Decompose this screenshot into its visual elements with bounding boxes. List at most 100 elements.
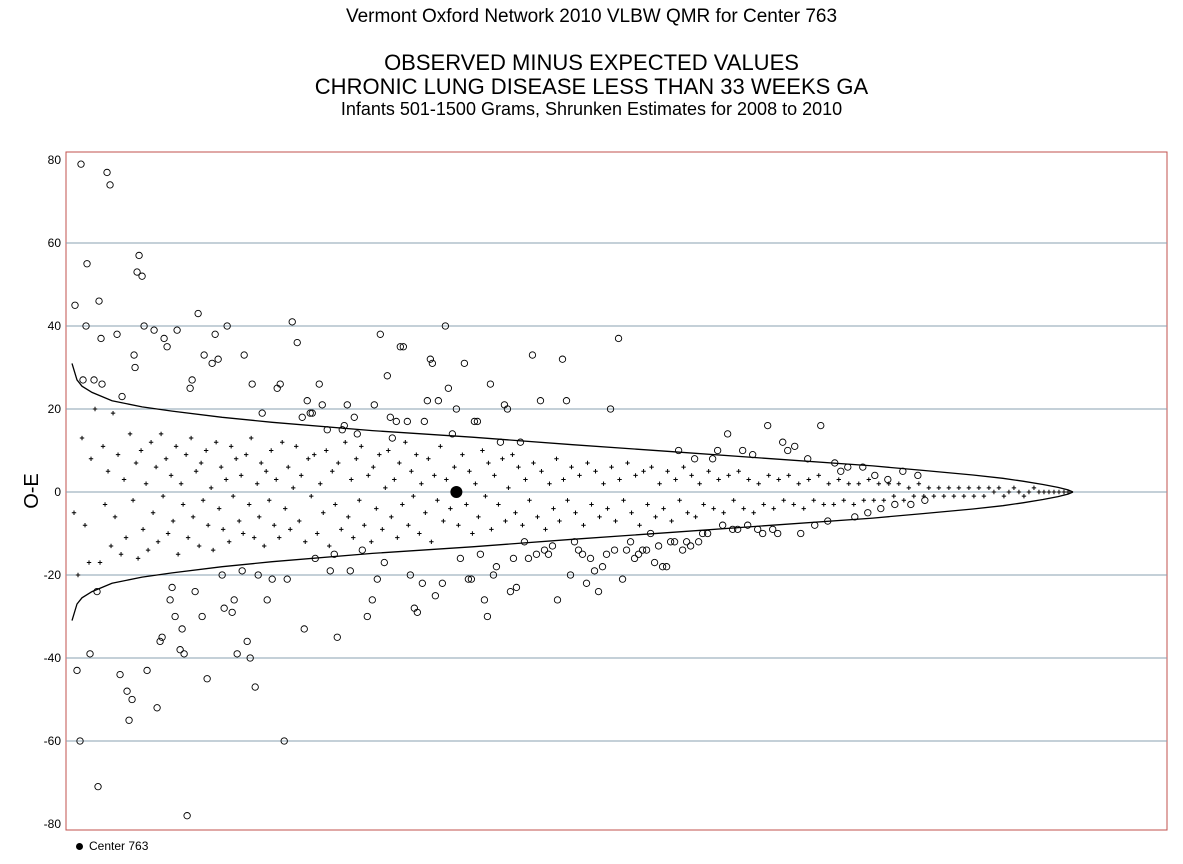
plus-point bbox=[246, 502, 252, 507]
plus-point bbox=[110, 410, 116, 416]
open-circle-point bbox=[506, 587, 515, 596]
open-circle-point bbox=[86, 650, 94, 658]
open-circle-point bbox=[460, 359, 469, 367]
open-circle-point bbox=[536, 397, 545, 405]
open-circle-point bbox=[891, 500, 899, 509]
plus-point bbox=[673, 477, 678, 482]
plus-point bbox=[327, 543, 332, 549]
open-circle-point bbox=[280, 737, 288, 745]
open-circle-point bbox=[413, 608, 421, 616]
open-circle-point bbox=[431, 592, 440, 600]
plus-point bbox=[831, 502, 836, 507]
plus-point bbox=[417, 531, 422, 536]
open-circle-point bbox=[764, 421, 772, 430]
open-circle-point bbox=[690, 455, 699, 463]
plus-point bbox=[283, 506, 288, 511]
plus-point bbox=[941, 493, 947, 499]
plus-point bbox=[254, 481, 260, 486]
open-circle-point bbox=[293, 338, 301, 347]
open-circle-point bbox=[73, 666, 81, 675]
plus-point bbox=[806, 477, 811, 482]
plus-point bbox=[826, 481, 831, 486]
plus-point bbox=[419, 481, 424, 486]
plus-point bbox=[617, 477, 622, 482]
open-circle-point bbox=[658, 563, 667, 571]
open-circle-point bbox=[851, 513, 859, 521]
open-circle-point bbox=[586, 554, 595, 563]
plus-point bbox=[196, 543, 202, 549]
open-circle-point bbox=[877, 504, 885, 513]
plus-point bbox=[248, 435, 254, 441]
plus-point bbox=[483, 493, 488, 499]
plus-point bbox=[1006, 489, 1012, 495]
open-circle-point bbox=[492, 563, 501, 571]
plot-frame bbox=[65, 151, 1168, 831]
open-circle-point bbox=[194, 309, 202, 318]
open-circle-point bbox=[353, 430, 361, 438]
plus-point bbox=[891, 493, 897, 499]
plus-point bbox=[503, 518, 508, 524]
plus-point bbox=[448, 506, 453, 511]
plus-point bbox=[637, 523, 642, 528]
plus-point bbox=[286, 464, 291, 470]
plus-point bbox=[996, 485, 1002, 491]
open-circle-point bbox=[729, 525, 737, 533]
plus-point bbox=[605, 506, 610, 511]
plus-point bbox=[693, 514, 698, 520]
plus-point bbox=[547, 481, 552, 486]
open-circle-point bbox=[921, 496, 929, 504]
open-circle-point bbox=[363, 612, 371, 621]
plus-point bbox=[861, 498, 866, 503]
legend-center-marker bbox=[76, 843, 83, 851]
plus-point bbox=[297, 518, 302, 524]
supertitle: Vermont Oxford Network 2010 VLBW QMR for… bbox=[345, 6, 838, 27]
plus-point bbox=[386, 448, 391, 453]
plus-point bbox=[223, 477, 229, 482]
open-circle-point bbox=[138, 272, 146, 280]
open-circle-point bbox=[130, 351, 138, 359]
open-circle-point bbox=[544, 550, 553, 558]
open-circle-point bbox=[90, 376, 98, 384]
plus-point bbox=[263, 469, 269, 474]
plus-point bbox=[400, 502, 405, 507]
plus-point bbox=[677, 498, 682, 503]
open-circle-point bbox=[77, 160, 85, 168]
plus-point bbox=[377, 452, 382, 457]
open-circle-point bbox=[566, 571, 575, 579]
plus-point bbox=[75, 572, 81, 578]
open-circle-point bbox=[79, 376, 87, 384]
plus-point bbox=[706, 469, 711, 474]
open-circle-point bbox=[288, 318, 296, 326]
plus-point bbox=[112, 514, 118, 520]
plus-point bbox=[516, 464, 521, 470]
plus-point bbox=[791, 502, 796, 507]
plus-point bbox=[565, 498, 570, 503]
plus-point bbox=[303, 539, 308, 544]
open-circle-point bbox=[467, 575, 476, 583]
plus-point bbox=[168, 473, 174, 478]
open-circle-point bbox=[143, 666, 151, 675]
plus-point bbox=[751, 510, 756, 515]
open-circle-point bbox=[180, 650, 188, 658]
plus-point bbox=[786, 473, 791, 478]
open-circle-point bbox=[173, 326, 181, 334]
plus-point bbox=[561, 477, 566, 482]
plus-point bbox=[180, 502, 186, 507]
plus-point bbox=[539, 469, 544, 474]
plus-point bbox=[921, 493, 927, 499]
plus-point bbox=[486, 460, 491, 466]
plus-point bbox=[1056, 489, 1062, 495]
plus-point bbox=[573, 510, 578, 515]
open-circle-point bbox=[914, 471, 922, 480]
y-tick-label: -40 bbox=[44, 651, 62, 665]
open-circle-point bbox=[558, 355, 567, 363]
plus-point bbox=[135, 556, 141, 561]
funnel-upper-limit bbox=[71, 363, 1074, 493]
plus-point bbox=[489, 527, 494, 532]
plus-point bbox=[138, 448, 144, 453]
open-circle-point bbox=[228, 608, 236, 616]
open-circle-point bbox=[598, 563, 607, 571]
plus-point bbox=[871, 498, 877, 503]
plus-point bbox=[641, 469, 646, 474]
